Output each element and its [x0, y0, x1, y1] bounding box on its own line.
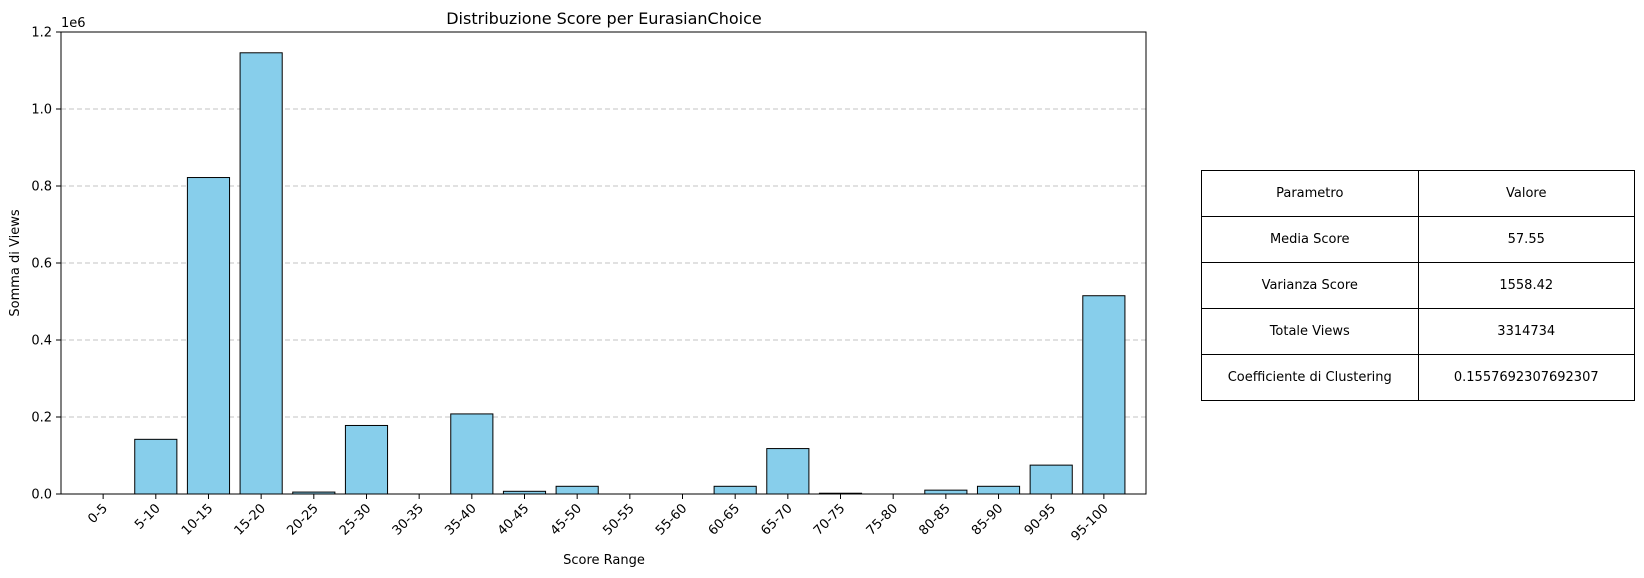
bar — [1029, 464, 1073, 495]
table-row: Totale Views 3314734 — [1201, 308, 1635, 355]
x-tick-label: 85-90 — [969, 501, 1006, 538]
bar — [239, 52, 283, 495]
table-header-cell: Parametro — [1201, 170, 1419, 217]
y-tick-label: 0.0 — [31, 488, 52, 503]
bar — [924, 489, 968, 495]
x-tick-label: 35-40 — [442, 501, 479, 538]
table-cell-param: Varianza Score — [1201, 262, 1419, 309]
x-tick-label: 45-50 — [548, 501, 585, 538]
x-tick-label: 10-15 — [179, 501, 216, 538]
x-tick-label: 60-65 — [706, 501, 743, 538]
y-tick-label: 1.0 — [31, 103, 52, 118]
x-tick-label: 75-80 — [864, 501, 901, 538]
table-cell-param: Media Score — [1201, 216, 1419, 263]
y-tick-label: 0.8 — [31, 180, 52, 195]
table-row: Varianza Score 1558.42 — [1201, 262, 1635, 309]
x-tick-label: 95-100 — [1069, 501, 1112, 544]
bar — [976, 485, 1021, 495]
bars-layer — [134, 52, 1126, 495]
y-axis-label: Somma di Views — [8, 209, 23, 316]
y-tick-label: 0.4 — [31, 334, 52, 349]
table-row: Media Score 57.55 — [1201, 216, 1635, 263]
y-axis: 0.0 0.2 0.4 0.6 0.8 1.0 1.2 — [31, 26, 61, 503]
x-tick-label: 5-10 — [132, 501, 163, 532]
x-tick-label: 50-55 — [600, 501, 637, 538]
bar — [186, 177, 231, 495]
table-cell-value: 0.1557692307692307 — [1417, 354, 1635, 401]
bar — [134, 438, 178, 495]
y-offset-label: 1e6 — [61, 16, 86, 31]
bar — [713, 485, 757, 495]
x-tick-label: 0-5 — [85, 501, 111, 527]
y-tick-label: 1.2 — [31, 26, 52, 41]
y-tick-label: 0.2 — [31, 411, 52, 426]
stats-table: Parametro Valore Media Score 57.55 Varia… — [1201, 170, 1635, 401]
table-cell-param: Coefficiente di Clustering — [1201, 354, 1419, 401]
table-cell-value: 1558.42 — [1417, 262, 1635, 309]
bar — [1082, 295, 1126, 495]
bar — [766, 448, 810, 495]
x-tick-label: 15-20 — [232, 501, 269, 538]
table-header-cell: Valore — [1417, 170, 1635, 217]
bar — [450, 413, 494, 495]
bar — [344, 424, 389, 495]
table-cell-value: 57.55 — [1417, 216, 1635, 263]
chart-title: Distribuzione Score per EurasianChoice — [446, 9, 762, 28]
x-tick-label: 25-30 — [337, 501, 374, 538]
x-tick-label: 55-60 — [653, 501, 690, 538]
table-cell-value: 3314734 — [1417, 308, 1635, 355]
bar — [555, 485, 599, 495]
x-tick-label: 70-75 — [811, 501, 848, 538]
x-tick-label: 30-35 — [390, 501, 427, 538]
table-header-row: Parametro Valore — [1201, 170, 1635, 217]
x-tick-label: 90-95 — [1022, 501, 1059, 538]
x-tick-label: 65-70 — [758, 501, 795, 538]
y-tick-label: 0.6 — [31, 257, 52, 272]
x-axis: 0-5 5-10 10-15 15-20 20-25 25-30 30-35 35-40 40-… — [85, 494, 1112, 544]
table-row: Coefficiente di Clustering 0.15576923076… — [1201, 354, 1635, 401]
x-tick-label: 80-85 — [916, 501, 953, 538]
table-cell-param: Totale Views — [1201, 308, 1419, 355]
x-tick-label: 40-45 — [495, 501, 532, 538]
x-tick-label: 20-25 — [284, 501, 321, 538]
x-axis-label: Score Range — [563, 553, 645, 568]
